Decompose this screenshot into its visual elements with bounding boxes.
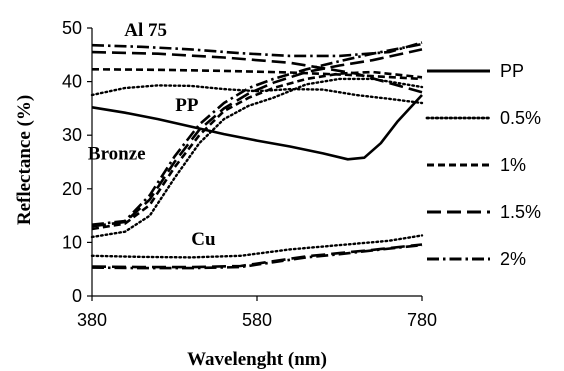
legend-label: 2% [500,249,526,269]
series-lines [90,41,424,270]
series-line [91,70,423,231]
y-tick-label: 20 [62,179,82,199]
series-line [91,243,423,270]
series-line [91,50,423,94]
legend-label: 0.5% [500,108,541,128]
annotation-label: Cu [191,229,216,250]
series-line [91,68,423,81]
y-axis-title: Reflectance (%) [14,95,35,225]
series-line [91,48,423,228]
series-line [91,42,423,226]
annotations: Al 75 PP Bronze Cu [88,20,216,250]
annotation-label: Al 75 [124,20,167,41]
series-line [90,234,424,259]
legend-label: PP [500,61,524,81]
x-axis-title: Wavelenght (nm) [187,349,327,370]
y-tick-label: 50 [62,18,82,38]
y-tick-label: 10 [62,232,82,252]
x-tick-label: 780 [407,310,437,330]
annotation-label: PP [175,95,199,116]
y-tick-label: 40 [62,72,82,92]
x-tick-label: 380 [77,310,107,330]
legend-label: 1.5% [500,202,541,222]
series-line [91,41,423,58]
x-tick-label: 580 [242,310,272,330]
ticks: 0 10 20 30 40 50 380 580 780 [62,18,437,330]
legend-label: 1% [500,155,526,175]
y-tick-label: 0 [72,286,82,306]
series-line [91,94,423,161]
annotation-label: Bronze [88,143,146,164]
y-tick-label: 30 [62,125,82,145]
series-line [90,77,424,239]
legend: PP 0.5% 1% 1.5% 2% [425,61,541,269]
